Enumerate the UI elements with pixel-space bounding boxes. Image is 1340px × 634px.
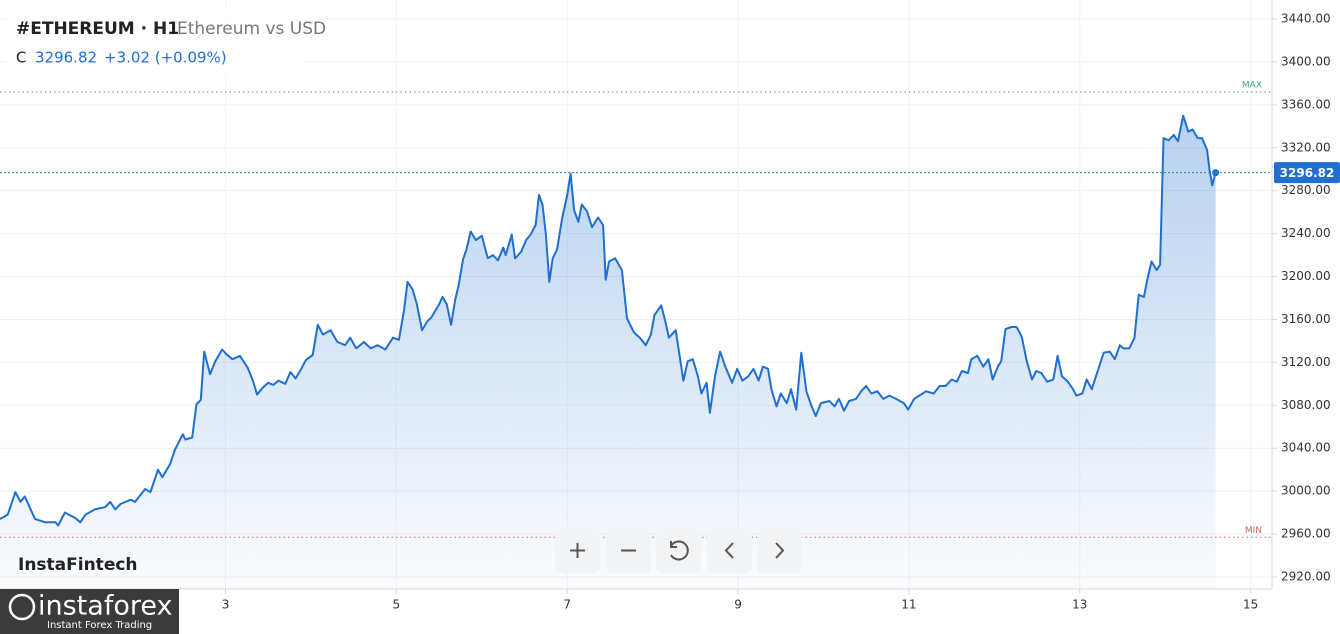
y-tick-label: 3160.00	[1281, 312, 1331, 326]
zoom-in-button[interactable]	[555, 528, 600, 573]
zoom-out-button[interactable]	[606, 528, 651, 573]
scroll-right-button[interactable]	[757, 528, 802, 573]
y-tick-label: 3000.00	[1281, 484, 1331, 498]
reset-button[interactable]	[656, 528, 701, 573]
logo-icon	[8, 593, 36, 621]
max-line-label: MAX	[1242, 80, 1262, 90]
logo-text: instaforex	[38, 591, 172, 622]
x-tick-label: 5	[393, 598, 401, 612]
logo: instaforex Instant Forex Trading	[0, 589, 179, 634]
y-tick-label: 3320.00	[1281, 140, 1331, 154]
x-tick-label: 3	[222, 598, 230, 612]
watermark: InstaFintech	[18, 555, 138, 575]
current-price-box	[1274, 162, 1340, 184]
min-line-label: MIN	[1245, 526, 1262, 536]
price-line	[0, 114, 1217, 527]
y-tick-label: 2960.00	[1281, 527, 1331, 541]
y-tick-label: 3240.00	[1281, 226, 1331, 240]
y-tick-label: 3120.00	[1281, 355, 1331, 369]
x-tick-label: 7	[563, 598, 571, 612]
logo-tagline: Instant Forex Trading	[47, 620, 152, 631]
y-tick-label: 3360.00	[1281, 97, 1331, 111]
y-tick-label: 3040.00	[1281, 441, 1331, 455]
y-tick-label: 3280.00	[1281, 183, 1331, 197]
change: +3.02 (+0.09%)	[104, 49, 227, 67]
last-point	[1212, 169, 1220, 177]
close-price: 3296.82	[35, 49, 97, 67]
toolbar	[555, 528, 802, 573]
header-box	[4, 8, 306, 76]
scroll-left-button[interactable]	[707, 528, 752, 573]
x-tick-label: 11	[901, 598, 916, 612]
close-label: C	[16, 49, 26, 67]
area	[0, 115, 1216, 589]
current-price-label: 3296.82	[1280, 166, 1335, 180]
y-tick-label: 3080.00	[1281, 398, 1331, 412]
x-tick-label: 9	[734, 598, 742, 612]
x-tick-label: 13	[1072, 598, 1087, 612]
x-tick-label: 15	[1243, 598, 1258, 612]
y-tick-label: 3400.00	[1281, 54, 1331, 68]
y-tick-label: 3440.00	[1281, 11, 1331, 25]
y-tick-label: 2920.00	[1281, 569, 1331, 583]
symbol: #ETHEREUM · H1	[16, 19, 179, 39]
subtitle: Ethereum vs USD	[177, 19, 326, 39]
y-tick-label: 3200.00	[1281, 269, 1331, 283]
